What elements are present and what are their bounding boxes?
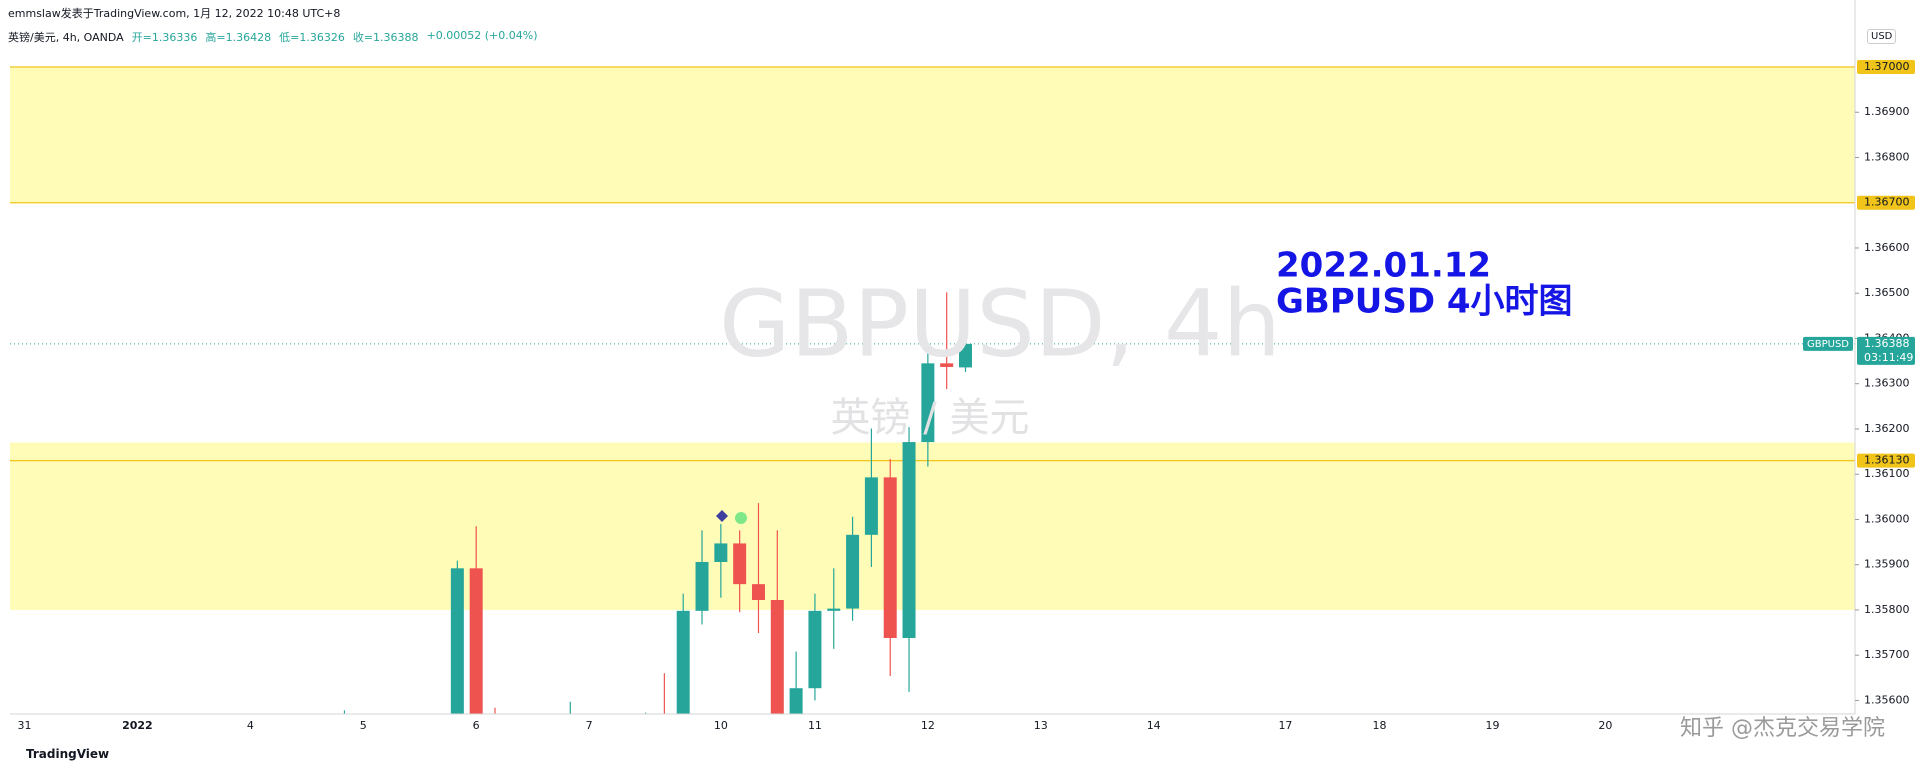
price-countdown: 03:11:49: [1864, 351, 1913, 364]
candle-body: [639, 737, 652, 751]
y-tick-label: 1.36600: [1864, 241, 1910, 254]
y-tick-label: 1.35600: [1864, 693, 1910, 706]
signal-diamond: [716, 510, 728, 522]
price-tag: [1857, 336, 1915, 365]
legend-change: +0.00052 (+0.04%): [426, 29, 538, 42]
candle-body: [751, 584, 765, 600]
candle-body: [827, 608, 841, 611]
y-tick-label: 1.35800: [1864, 603, 1910, 616]
x-tick-label: 10: [714, 719, 728, 732]
candle-body: [658, 737, 671, 746]
price-name: GBPUSD: [1807, 339, 1849, 350]
legend-field: 收=1.36388: [352, 31, 419, 44]
credit: 知乎 @杰克交易学院: [1680, 716, 1885, 741]
candle-body: [940, 363, 954, 367]
legend-field: 开=1.36336: [131, 31, 198, 44]
y-tick-label: 1.36100: [1864, 467, 1910, 480]
x-tick-label: 12: [921, 719, 935, 732]
x-tick-label: 7: [586, 719, 593, 732]
y-tick-label: 1.35700: [1864, 648, 1910, 661]
annotation: 2022.01.12: [1276, 246, 1491, 286]
x-tick-label: 13: [1034, 719, 1048, 732]
y-tick-label: 1.36300: [1864, 377, 1910, 390]
y-tick-label: 1.36000: [1864, 512, 1910, 525]
byline: emmslaw发表于TradingView.com, 1月 12, 2022 1…: [8, 7, 341, 20]
candle-body: [695, 561, 709, 611]
candle-body: [921, 363, 935, 443]
legend-symbol: 英镑/美元, 4h, OANDA: [8, 31, 124, 44]
x-tick-label: 31: [18, 719, 32, 732]
level-label: 1.37000: [1864, 60, 1910, 73]
legend-field: 高=1.36428: [205, 31, 272, 44]
level-tag: [1857, 59, 1915, 74]
zone: [10, 66, 1855, 203]
x-tick-label: 19: [1485, 719, 1499, 732]
candle-body: [564, 732, 577, 741]
price-label: 1.36388: [1864, 337, 1910, 350]
zone: [10, 442, 1855, 610]
x-tick-label: 20: [1598, 719, 1612, 732]
candle-body: [489, 737, 502, 751]
y-tick-label: 1.36800: [1864, 150, 1910, 163]
y-tick-label: 1.36200: [1864, 422, 1910, 435]
y-tick-label: 1.36500: [1864, 286, 1910, 299]
level-label: 1.36700: [1864, 196, 1910, 209]
candle-body: [864, 477, 878, 535]
candle-body: [883, 477, 897, 638]
candle-body: [469, 568, 483, 714]
candle-body: [959, 343, 972, 368]
candle-body: [789, 688, 803, 714]
x-tick-label: 18: [1373, 719, 1387, 732]
plot-area: [10, 66, 1855, 751]
candle-body: [676, 610, 690, 714]
candle-body: [733, 543, 747, 585]
candle-body: [450, 568, 464, 714]
level-tag: [1857, 453, 1915, 468]
candle-body: [770, 599, 784, 714]
x-tick-label: 2022: [122, 719, 153, 732]
x-tick-label: 4: [247, 719, 254, 732]
currency-button[interactable]: USD: [1867, 29, 1897, 44]
legend-field: 低=1.36326: [279, 31, 345, 44]
y-tick-label: 1.36900: [1864, 105, 1910, 118]
y-tick-label: 1.35900: [1864, 558, 1910, 571]
x-tick-label: 6: [473, 719, 480, 732]
watermark-title: GBPUSD, 4h: [719, 270, 1281, 377]
level-tag: [1857, 195, 1915, 210]
x-tick-label: 17: [1278, 719, 1292, 732]
candle-body: [338, 737, 351, 746]
x-tick-label: 5: [360, 719, 367, 732]
watermark-subtitle: 英镑 / 美元: [831, 395, 1030, 441]
candle-body: [902, 442, 916, 638]
x-tick-label: 11: [808, 719, 822, 732]
price-name-tag: [1803, 336, 1853, 351]
candle-body: [714, 543, 728, 562]
footer-logo[interactable]: TradingView: [26, 747, 110, 761]
x-tick-label: 14: [1147, 719, 1161, 732]
legend: 英镑/美元, 4h, OANDA 开=1.36336 高=1.36428 低=1…: [8, 29, 538, 45]
annotation: GBPUSD 4小时图: [1276, 282, 1573, 322]
signal-dot: [735, 512, 747, 524]
candle-body: [808, 610, 822, 689]
level-label: 1.36130: [1864, 454, 1910, 467]
candle-body: [846, 534, 860, 609]
